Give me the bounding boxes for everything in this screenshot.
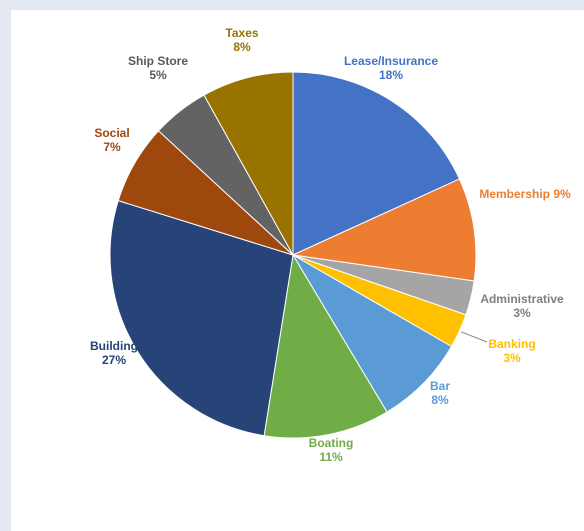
slice-label-text: Administrative — [480, 292, 564, 306]
slice-label-membership: Membership 9% — [479, 187, 571, 201]
slice-label-text: Membership — [479, 187, 553, 201]
chart-panel: Lease/Insurance 18% Membership 9% Administr… — [11, 10, 584, 531]
slice-value-text: 18% — [379, 68, 403, 82]
leader-line-banking — [461, 331, 488, 343]
slice-value-text: 8% — [431, 393, 449, 407]
pie-slices — [109, 71, 477, 439]
pie-slice-bar — [291, 253, 453, 413]
slice-value-text: 9% — [553, 187, 571, 201]
slice-value-text: 27% — [102, 353, 126, 367]
slice-label-administrative: Administrative 3% — [480, 292, 564, 320]
slice-label-text: Banking — [488, 337, 535, 351]
slice-value-text: 11% — [319, 450, 343, 464]
slice-label-text: Bar — [430, 379, 450, 393]
slice-label-text: Social — [94, 126, 129, 140]
pie-slice-taxes — [203, 71, 294, 257]
slice-value-text: 7% — [103, 140, 121, 154]
slice-label-ship-store: Ship Store 5% — [128, 54, 188, 82]
pie-slice-membership — [291, 178, 477, 282]
slice-labels: Lease/Insurance 18% Membership 9% Administr… — [90, 26, 571, 464]
slice-label-bar: Bar 8% — [430, 379, 450, 407]
slice-label-text: Lease/Insurance — [344, 54, 438, 68]
slice-label-taxes: Taxes 8% — [225, 26, 258, 54]
pie-slice-boating — [263, 253, 388, 439]
slice-label-text: Taxes — [225, 26, 258, 40]
leader-lines — [461, 331, 488, 343]
slice-value-text: 8% — [233, 40, 251, 54]
slice-value-text: 3% — [503, 351, 521, 365]
slice-label-text: Boating — [309, 436, 354, 450]
slice-label-building: Building 27% — [90, 339, 138, 367]
pie-slice-building — [109, 200, 294, 437]
slice-label-banking: Banking 3% — [488, 337, 535, 365]
slice-value-text: 5% — [149, 68, 167, 82]
slice-label-social: Social 7% — [94, 126, 129, 154]
slice-label-text: Ship Store — [128, 54, 188, 68]
slice-value-text: 3% — [513, 306, 531, 320]
slice-label-lease-insurance: Lease/Insurance 18% — [344, 54, 438, 82]
slice-label-boating: Boating 11% — [309, 436, 354, 464]
slice-label-text: Building — [90, 339, 138, 353]
pie-chart: Lease/Insurance 18% Membership 9% Administr… — [90, 26, 571, 464]
pie-slice-lease-insurance — [292, 71, 461, 256]
